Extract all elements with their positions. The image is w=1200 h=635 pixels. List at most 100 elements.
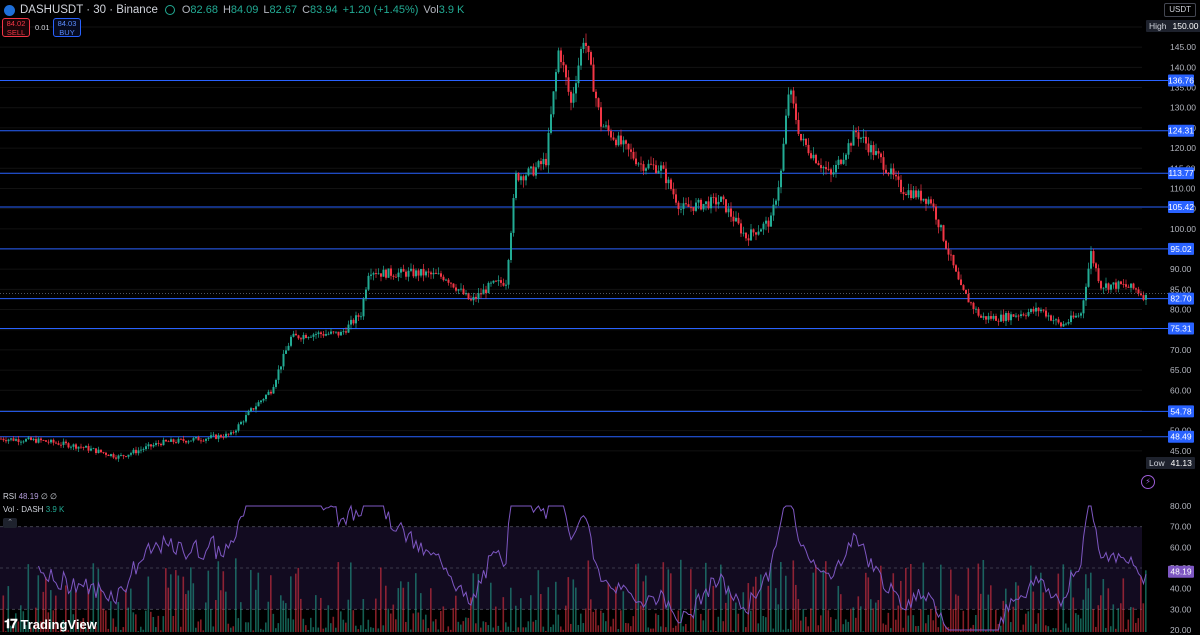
candle-body — [1027, 312, 1030, 316]
volume-bar — [272, 613, 275, 632]
candle — [1060, 321, 1062, 328]
candle — [1082, 299, 1085, 319]
volume-bar — [462, 621, 465, 632]
volume-bar — [20, 605, 22, 632]
candle — [407, 267, 410, 282]
candle-body — [542, 158, 545, 165]
candle-body — [60, 444, 62, 446]
collapse-legend-button[interactable]: ⌃ — [3, 518, 17, 528]
candle-body — [242, 421, 245, 423]
volume-bar — [427, 628, 430, 632]
candle-body — [92, 448, 95, 450]
candle-body — [382, 269, 385, 277]
symbol-title[interactable]: DASHUSDT · 30 · Binance — [20, 4, 158, 16]
volume-bar — [575, 587, 577, 632]
volume-bar — [880, 565, 882, 632]
sell-button[interactable]: 84.02 SELL — [2, 18, 30, 37]
volume-bar — [407, 581, 410, 632]
candle — [580, 46, 582, 70]
candle — [202, 438, 205, 442]
candle — [185, 440, 187, 445]
volume-bar — [292, 619, 295, 632]
candle — [990, 311, 992, 321]
candle — [925, 198, 927, 211]
candle-body — [95, 448, 97, 453]
candle — [165, 439, 167, 442]
candle — [850, 141, 852, 153]
tradingview-brand[interactable]: 𝟏𝟕 TradingView — [4, 615, 97, 633]
candle — [277, 365, 280, 384]
volume-bar — [185, 594, 187, 632]
volume-legend[interactable]: Vol · DASH 3.9 K — [3, 505, 64, 514]
candle-body — [277, 369, 280, 380]
candle-body — [517, 173, 520, 181]
volume-bar — [12, 626, 15, 632]
rsi-legend[interactable]: RSI 48.19 ∅ ∅ — [3, 492, 57, 501]
candle-body — [270, 391, 272, 394]
volume-bar — [55, 595, 57, 632]
volume-bar — [1037, 613, 1040, 632]
candle-body — [520, 176, 522, 181]
volume-bar — [845, 619, 847, 632]
rsi-tick-label: 40.00 — [1170, 584, 1192, 594]
candle-body — [437, 273, 440, 275]
volume-bar — [1125, 629, 1127, 632]
volume-bar — [800, 620, 802, 632]
candle-body — [687, 204, 690, 208]
volume-bar — [995, 609, 997, 632]
volume-bar — [175, 570, 177, 632]
volume-bar — [1120, 603, 1122, 632]
candle-body — [440, 273, 442, 277]
volume-bar — [75, 591, 77, 632]
volume-bar — [940, 564, 942, 632]
candle-body — [985, 316, 987, 320]
volume-bar — [347, 599, 350, 632]
candle — [20, 440, 22, 446]
volume-bar — [1020, 630, 1022, 632]
volume-bar — [540, 594, 542, 632]
volume-bar — [760, 574, 762, 632]
candle-body — [620, 135, 622, 145]
candle — [557, 47, 560, 74]
candle-body — [522, 176, 525, 181]
candle-body — [230, 432, 232, 435]
candle-body — [960, 279, 962, 286]
candle — [122, 454, 125, 460]
candle-body — [820, 165, 822, 169]
candle-body — [1022, 314, 1025, 316]
volume-bar — [192, 583, 195, 632]
buy-button[interactable]: 84.03 BUY — [53, 18, 81, 37]
candle-body — [52, 439, 55, 443]
volume-bar — [107, 628, 110, 632]
candle — [240, 420, 242, 425]
candle-body — [25, 439, 27, 442]
volume-bar — [520, 598, 522, 632]
lightning-icon[interactable]: ⚡ — [1141, 475, 1155, 489]
volume-bar — [40, 621, 42, 632]
candle-body — [757, 231, 760, 235]
candle — [822, 165, 825, 176]
chevron-up-icon: ⌃ — [7, 519, 13, 526]
volume-bar — [797, 599, 800, 632]
volume-bar — [1052, 628, 1055, 632]
volume-bar — [550, 626, 552, 632]
volume-bar — [87, 588, 90, 632]
candle — [75, 443, 77, 451]
candle-body — [807, 144, 810, 154]
candle-body — [592, 64, 595, 92]
volume-value: 3.9 K — [45, 505, 65, 514]
candle — [140, 446, 142, 454]
candle — [155, 440, 157, 447]
rsi-tick-label: 20.00 — [1170, 625, 1192, 635]
candle — [342, 329, 345, 335]
candle — [1135, 287, 1137, 294]
volume-bar — [380, 567, 382, 632]
volume-bar — [325, 627, 327, 632]
horizontal-levels[interactable] — [0, 79, 1168, 438]
currency-button[interactable]: USDT — [1164, 3, 1196, 17]
price-axis[interactable]: 145.00140.00135.00130.00125.00120.00115.… — [1170, 42, 1196, 456]
candle-body — [445, 279, 447, 281]
volume-bar — [522, 627, 525, 632]
candle — [950, 249, 952, 261]
